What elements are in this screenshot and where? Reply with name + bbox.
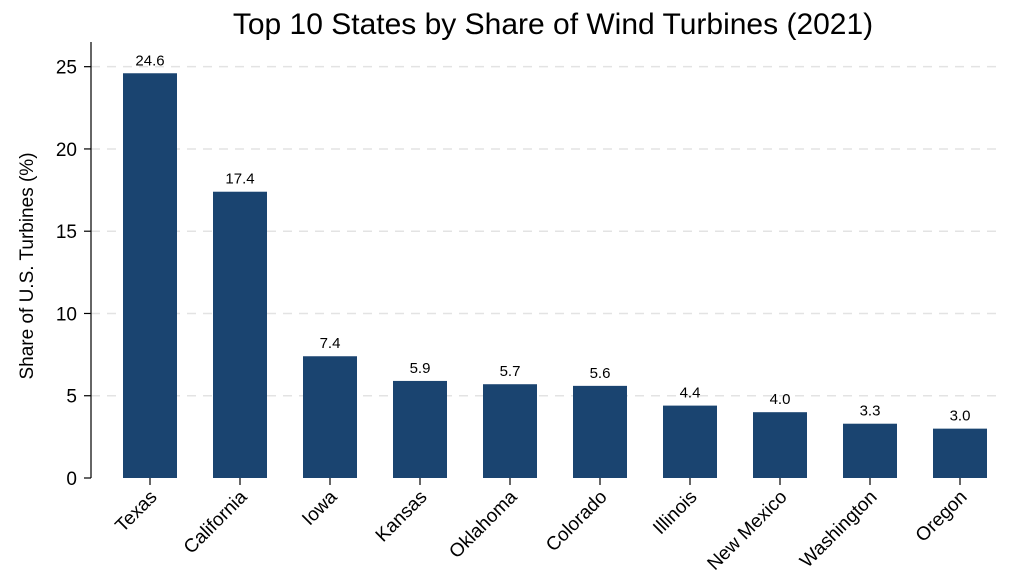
y-ticks: 0 5 10 15 20 25 xyxy=(56,58,91,490)
x-tick-label: Illinois xyxy=(649,487,701,539)
x-tick-label: Colorado xyxy=(542,487,611,556)
data-label: 5.7 xyxy=(500,363,521,380)
x-tick-label: Iowa xyxy=(298,486,342,530)
bar-colorado xyxy=(573,385,627,478)
data-labels: 24.6 17.4 7.4 5.9 5.7 5.6 4.4 4.0 3.3 3.0 xyxy=(135,52,970,424)
data-label: 17.4 xyxy=(225,171,254,188)
bar-new-mexico xyxy=(753,412,807,478)
x-ticks: Texas California Iowa Kansas Oklahoma Colorad… xyxy=(112,478,972,575)
y-tick-label: 0 xyxy=(66,469,77,490)
bar-washington xyxy=(843,423,897,478)
bar-iowa xyxy=(303,356,357,478)
x-tick-label: New Mexico xyxy=(704,487,792,575)
bar-texas xyxy=(123,73,177,478)
x-tick-label: Oregon xyxy=(912,487,972,547)
chart-title: Top 10 States by Share of Wind Turbines … xyxy=(233,8,873,41)
y-tick-label: 25 xyxy=(56,58,77,79)
x-tick-label: California xyxy=(180,486,252,558)
x-tick-label: Texas xyxy=(112,487,162,537)
bar-oregon xyxy=(933,428,987,478)
bar-kansas xyxy=(393,380,447,478)
y-tick-label: 15 xyxy=(56,222,77,243)
y-tick-label: 20 xyxy=(56,140,77,161)
data-label: 5.6 xyxy=(590,365,611,382)
data-label: 3.0 xyxy=(950,408,971,425)
y-axis-label: Share of U.S. Turbines (%) xyxy=(17,152,38,379)
data-label: 4.0 xyxy=(770,391,791,408)
data-label: 3.3 xyxy=(860,403,881,420)
x-tick-label: Kansas xyxy=(372,487,432,547)
y-tick-label: 10 xyxy=(56,304,77,325)
data-label: 7.4 xyxy=(320,335,341,352)
y-tick-label: 5 xyxy=(66,387,77,408)
data-label: 24.6 xyxy=(135,52,164,69)
x-tick-label: Oklahoma xyxy=(445,486,521,562)
bar-illinois xyxy=(663,405,717,478)
data-label: 4.4 xyxy=(680,385,701,402)
x-tick-label: Washington xyxy=(796,487,881,572)
bar-oklahoma xyxy=(483,384,537,478)
data-label: 5.9 xyxy=(410,360,431,377)
bar-california xyxy=(213,191,267,478)
bars xyxy=(123,73,987,478)
